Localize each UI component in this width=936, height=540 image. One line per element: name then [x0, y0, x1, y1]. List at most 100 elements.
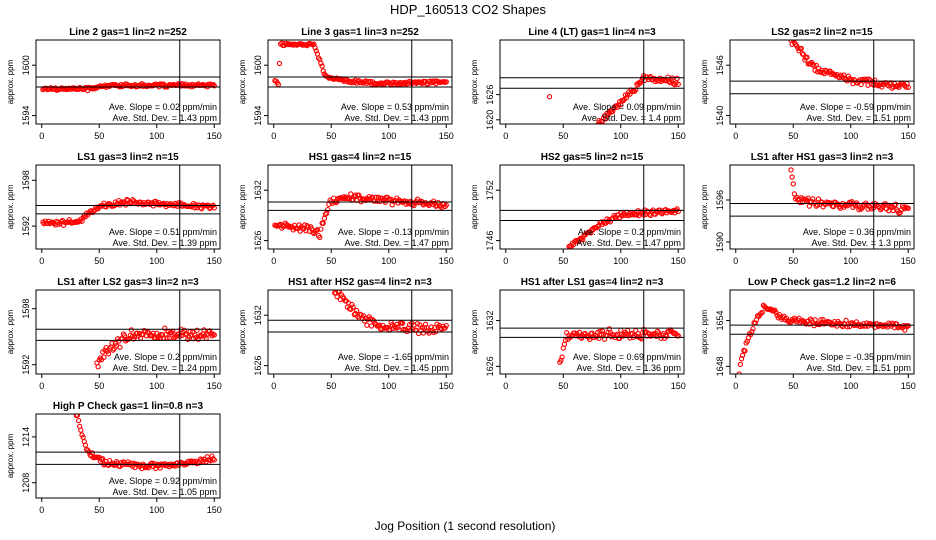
data-point	[857, 205, 863, 211]
data-points	[272, 40, 449, 88]
x-tick-label: 0	[503, 131, 508, 141]
x-tick-label: 0	[733, 131, 738, 141]
plot-frame	[729, 289, 915, 375]
y-tick-label: 1600	[21, 55, 31, 75]
data-point	[100, 456, 106, 462]
data-point	[675, 81, 681, 87]
data-point	[892, 201, 899, 207]
data-point	[188, 332, 194, 338]
data-point	[795, 45, 801, 51]
std-dev-annotation: Ave. Std. Dev. = 1.4 ppm	[582, 113, 681, 123]
data-point	[658, 335, 664, 341]
chart-panel-13: High P Check gas=1 lin=0.8 n=3 0 50 100 150 1…	[6, 401, 222, 515]
std-dev-annotation: Ave. Std. Dev. = 1.47 ppm	[577, 238, 681, 248]
y-tick-label: 1746	[485, 231, 495, 251]
y-tick-label: 1626	[485, 85, 495, 105]
data-point	[633, 87, 639, 93]
std-dev-annotation: Ave. Std. Dev. = 1.43 ppm	[345, 113, 449, 123]
panel-title: LS2 gas=2 lin=2 n=15	[771, 27, 873, 38]
data-point	[395, 324, 401, 330]
y-tick-label: 1590	[715, 232, 725, 252]
data-point	[443, 79, 449, 85]
data-point	[353, 307, 360, 314]
data-points	[736, 302, 911, 374]
data-point	[546, 94, 553, 100]
data-point	[872, 77, 878, 83]
data-point	[367, 78, 374, 85]
data-point	[211, 83, 217, 89]
data-point	[443, 322, 449, 329]
data-points	[788, 40, 911, 91]
y-axis-label: approx. ppm	[6, 184, 15, 229]
x-tick-label: 100	[149, 256, 164, 266]
plot-frame	[499, 289, 685, 375]
x-tick-label: 100	[613, 381, 628, 391]
slope-annotation: Ave. Slope = 0.53 ppm/min	[341, 102, 449, 112]
data-point	[905, 323, 911, 329]
y-axis-label: approx. ppm	[470, 309, 479, 354]
y-axis-label: approx. ppm	[6, 309, 15, 354]
data-point	[211, 457, 217, 463]
data-point	[194, 327, 200, 333]
data-point	[350, 304, 356, 310]
data-point	[194, 460, 200, 467]
y-tick-label: 1592	[21, 355, 31, 375]
slope-annotation: Ave. Slope = 0.36 ppm/min	[803, 227, 911, 237]
x-axis-label: Jog Position (1 second resolution)	[375, 519, 556, 533]
plot-frame	[499, 164, 685, 250]
data-point	[600, 115, 607, 121]
data-point	[797, 199, 803, 206]
x-tick-label: 100	[843, 256, 858, 266]
data-point	[616, 335, 623, 342]
panel-title: High P Check gas=1 lin=0.8 n=3	[53, 401, 204, 412]
panel-title: HS1 after LS1 gas=4 lin=2 n=3	[521, 277, 664, 288]
data-point	[828, 71, 834, 78]
data-point	[877, 206, 884, 213]
data-point	[399, 320, 406, 326]
panel-title: Line 3 gas=1 lin=3 n=252	[301, 27, 419, 38]
data-point	[905, 205, 911, 211]
plot-frame	[267, 289, 453, 375]
data-points	[40, 81, 217, 94]
x-tick-label: 150	[207, 505, 222, 515]
std-dev-annotation: Ave. Std. Dev. = 1.43 ppm	[113, 113, 217, 123]
data-point	[396, 81, 402, 87]
y-tick-label: 1626	[485, 356, 495, 376]
data-point	[89, 450, 95, 456]
std-dev-annotation: Ave. Std. Dev. = 1.05 ppm	[113, 487, 217, 497]
data-point	[353, 197, 360, 204]
y-tick-label: 1546	[715, 55, 725, 75]
data-point	[849, 77, 855, 83]
y-axis-label: approx. ppm	[238, 184, 247, 229]
data-point	[614, 104, 620, 110]
data-point	[603, 116, 609, 122]
x-tick-label: 100	[149, 131, 164, 141]
data-point	[74, 414, 81, 418]
std-dev-annotation: Ave. Std. Dev. = 1.47 ppm	[345, 238, 449, 248]
data-point	[126, 199, 132, 206]
data-point	[325, 206, 331, 213]
data-point	[624, 92, 631, 98]
data-point	[349, 301, 355, 308]
x-tick-label: 150	[439, 381, 454, 391]
data-point	[313, 48, 319, 54]
data-point	[599, 328, 606, 334]
slope-annotation: Ave. Slope = 0.69 ppm/min	[573, 352, 681, 362]
x-tick-label: 0	[503, 381, 508, 391]
plot-frame	[35, 413, 221, 499]
data-point	[776, 311, 783, 318]
x-tick-label: 50	[94, 505, 104, 515]
data-point	[364, 322, 370, 328]
data-point	[289, 41, 295, 47]
y-tick-label: 1654	[715, 311, 725, 331]
x-tick-label: 100	[843, 381, 858, 391]
data-point	[858, 206, 864, 212]
y-tick-label: 1632	[253, 305, 263, 325]
x-tick-label: 150	[439, 131, 454, 141]
slope-annotation: Ave. Slope = -0.35 ppm/min	[800, 352, 911, 362]
x-tick-label: 50	[558, 381, 568, 391]
data-point	[75, 417, 82, 424]
chart-panel-6: HS1 gas=4 lin=2 n=15 0 50 100 150 1626 1632 app…	[238, 152, 454, 266]
y-axis-label: approx. ppm	[238, 59, 247, 104]
y-tick-label: 1626	[253, 356, 263, 376]
